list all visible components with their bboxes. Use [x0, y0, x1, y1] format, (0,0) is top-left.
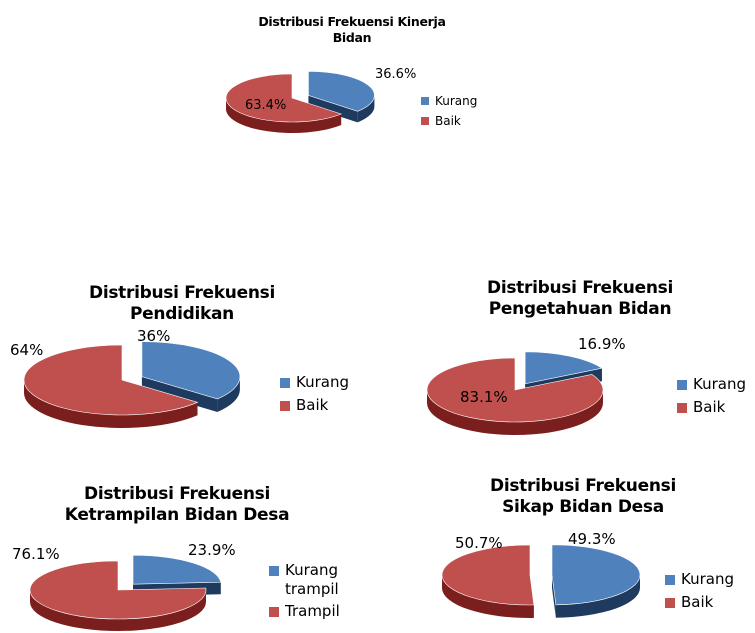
chart-5-legend-label-kurang: Kurang	[681, 570, 734, 588]
chart-1-slice-kurang	[308, 71, 375, 123]
chart-2-slice-baik-side-0	[24, 380, 198, 428]
chart-2-legend-item-baik: Baik	[280, 394, 349, 417]
chart-1-legend-label-baik: Baik	[435, 114, 461, 128]
chart-2-slice-baik-top	[23, 344, 199, 416]
chart-4-title-line-1: Distribusi Frekuensi	[84, 484, 270, 504]
chart-1-title-line-2: Bidan	[332, 30, 372, 45]
chart-4-slice-kurang-trampil-top	[132, 554, 222, 585]
chart-2-slice-kurang-side-0	[217, 376, 240, 412]
chart-1-slice-kurang-top	[308, 71, 375, 112]
chart-3-legend-label-kurang: Kurang	[693, 375, 746, 393]
chart-1-slice-kurang-face-1	[308, 95, 358, 123]
chart-4-legend-label-kurang-trampil: Kurang trampil	[285, 561, 339, 598]
chart-3-title: Distribusi Frekuensi Pengetahuan Bidan	[430, 278, 730, 320]
chart-3-title-line-1: Distribusi Frekuensi	[487, 278, 673, 298]
chart-5-slice-kurang	[551, 544, 641, 618]
chart-5-legend-item-kurang: Kurang	[665, 568, 734, 591]
chart-2-legend-item-kurang: Kurang	[280, 371, 349, 394]
chart-4-slice-trampil	[29, 560, 207, 631]
chart-5-legend-label-baik: Baik	[681, 593, 714, 611]
chart-5-legend-swatch-baik	[665, 598, 675, 608]
chart-3-slice-baik	[426, 357, 604, 435]
chart-3-legend-swatch-kurang	[677, 380, 687, 390]
chart-5-label-kurang: 49.3%	[568, 530, 616, 548]
chart-2-legend-swatch-baik	[280, 401, 290, 411]
chart-2-legend: Kurang Baik	[280, 371, 349, 417]
chart-2-title-line-2: Pendidikan	[130, 304, 234, 324]
chart-2-slice-baik	[23, 344, 199, 428]
chart-5-legend-swatch-kurang	[665, 575, 675, 585]
chart-2-legend-label-kurang: Kurang	[296, 373, 349, 391]
chart-5-title-line-1: Distribusi Frekuensi	[490, 476, 676, 496]
chart-1-label-baik: 63.4%	[245, 98, 287, 113]
chart-4-title: Distribusi Frekuensi Ketrampilan Bidan D…	[22, 484, 332, 526]
chart-3-slice-kurang-top	[524, 351, 603, 385]
chart-2-slice-kurang-face-1	[141, 376, 218, 412]
chart-4-slice-trampil-side-0	[30, 590, 206, 631]
chart-2-legend-label-baik: Baik	[296, 396, 329, 414]
chart-4-legend-swatch-trampil	[269, 607, 279, 617]
chart-5-slice-baik-top	[441, 544, 535, 606]
chart-4-slice-trampil-top	[29, 560, 207, 620]
chart-1-legend: Kurang Baik	[421, 91, 477, 131]
chart-4-legend-item-kurang-trampil: Kurang trampil	[269, 561, 340, 599]
chart-2-label-baik: 64%	[10, 341, 44, 359]
chart-1-legend-swatch-baik	[421, 117, 429, 125]
chart-3-label-baik: 83.1%	[460, 388, 508, 406]
chart-2-title: Distribusi Frekuensi Pendidikan	[32, 283, 332, 325]
chart-2-slice-kurang	[141, 341, 241, 412]
chart-5-slice-baik-side-0	[442, 575, 534, 618]
chart-5-legend-item-baik: Baik	[665, 591, 734, 614]
chart-3-label-kurang: 16.9%	[578, 335, 626, 353]
chart-1-legend-swatch-kurang	[421, 97, 429, 105]
chart-4-label-trampil: 76.1%	[12, 545, 60, 563]
chart-4-legend-label-trampil: Trampil	[285, 602, 340, 620]
chart-1-legend-item-kurang: Kurang	[421, 91, 477, 111]
chart-3-slice-baik-top	[426, 357, 604, 423]
chart-1-slice-baik-side-0	[226, 98, 342, 133]
chart-3-title-line-2: Pengetahuan Bidan	[488, 299, 672, 319]
chart-2-slice-kurang-top	[141, 341, 241, 400]
chart-5-slice-kurang-side-0	[555, 574, 640, 618]
chart-4-title-line-2: Ketrampilan Bidan Desa	[64, 505, 290, 525]
chart-5-title-line-2: Sikap Bidan Desa	[502, 497, 664, 517]
chart-1-legend-label-kurang: Kurang	[435, 94, 478, 108]
chart-1-slice-baik	[225, 73, 343, 133]
chart-1-slice-baik-top	[225, 73, 343, 123]
chart-3-legend-item-baik: Baik	[677, 396, 746, 419]
chart-5-legend: Kurang Baik	[665, 568, 734, 614]
chart-4-legend-item-trampil: Trampil	[269, 602, 340, 621]
chart-4-legend: Kurang trampil Trampil	[269, 561, 340, 621]
chart-1-slice-kurang-side-0	[357, 95, 375, 123]
chart-1-title-line-1: Distribusi Frekuensi Kinerja	[258, 14, 446, 29]
chart-3-legend-item-kurang: Kurang	[677, 373, 746, 396]
chart-3-legend: Kurang Baik	[677, 373, 746, 419]
chart-3-slice-baik-side-0	[427, 390, 603, 435]
chart-1-legend-item-baik: Baik	[421, 111, 477, 131]
chart-1-title: Distribusi Frekuensi Kinerja Bidan	[197, 14, 507, 46]
chart-5-slice-kurang-top	[551, 544, 641, 606]
chart-2-legend-swatch-kurang	[280, 378, 290, 388]
chart-3-legend-label-baik: Baik	[693, 398, 726, 416]
chart-5-title: Distribusi Frekuensi Sikap Bidan Desa	[433, 476, 733, 518]
chart-4-label-kurang: 23.9%	[188, 541, 236, 559]
chart-1-label-kurang: 36.6%	[375, 67, 417, 82]
chart-3-legend-swatch-baik	[677, 403, 687, 413]
chart-4-legend-swatch-kurang-trampil	[269, 566, 279, 576]
chart-2-label-kurang: 36%	[137, 327, 171, 345]
chart-2-title-line-1: Distribusi Frekuensi	[89, 283, 275, 303]
chart-5-slice-baik	[441, 544, 535, 618]
chart-5-label-baik: 50.7%	[455, 534, 503, 552]
chart-5-slice-kurang-face-1	[551, 574, 556, 618]
